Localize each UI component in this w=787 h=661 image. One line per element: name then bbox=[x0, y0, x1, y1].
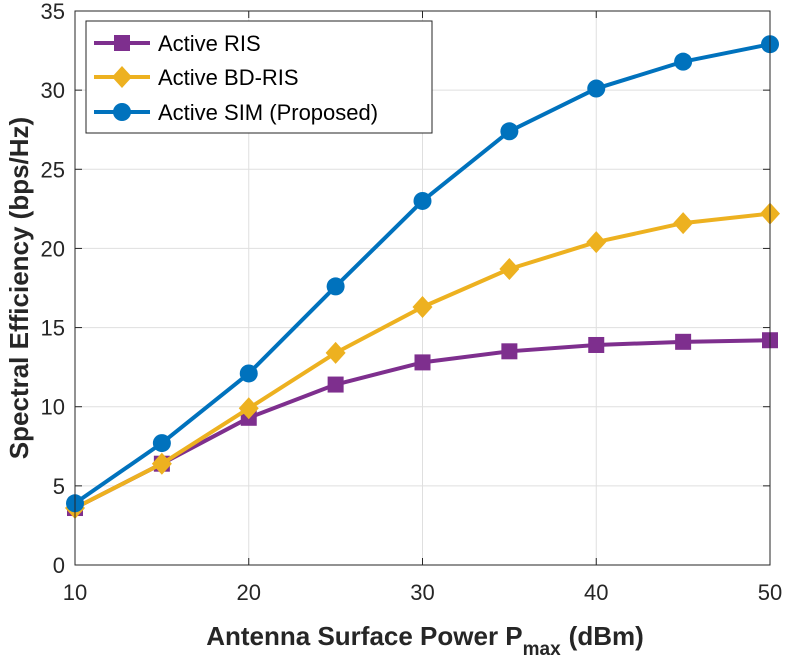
y-tick-label: 25 bbox=[41, 157, 65, 182]
legend-entry-active-sim: Active SIM (Proposed) bbox=[94, 100, 378, 125]
x-tick-label: 30 bbox=[410, 580, 434, 605]
data-point-active-sim-proposed bbox=[587, 79, 606, 98]
data-point-active-sim-proposed bbox=[413, 191, 432, 210]
data-point-active-bd-ris bbox=[151, 452, 172, 475]
data-point-active-bd-ris bbox=[412, 295, 433, 318]
data-point-active-sim-proposed bbox=[674, 52, 693, 71]
data-point-active-bd-ris bbox=[325, 341, 346, 364]
data-point-active-sim-proposed bbox=[152, 434, 171, 453]
y-tick-label: 5 bbox=[53, 474, 65, 499]
series-active-sim-proposed bbox=[66, 35, 779, 513]
y-tick-label: 20 bbox=[41, 236, 65, 261]
x-tick-label: 10 bbox=[63, 580, 87, 605]
data-point-active-ris bbox=[675, 333, 692, 350]
data-point-active-ris bbox=[327, 376, 344, 393]
y-axis-title: Spectral Efficiency (bps/Hz) bbox=[4, 117, 34, 459]
y-tick-label: 10 bbox=[41, 395, 65, 420]
x-axis-title-subscript: max bbox=[523, 639, 561, 660]
data-point-active-ris bbox=[414, 354, 431, 371]
x-tick-label: 50 bbox=[758, 580, 782, 605]
data-point-active-sim-proposed bbox=[326, 277, 345, 296]
axis-ticks: 10 20 30 40 50 0 5 10 15 20 25 30 35 bbox=[41, 0, 783, 605]
data-point-active-sim-proposed bbox=[500, 122, 519, 141]
legend-entry-active-ris: Active RIS bbox=[94, 31, 261, 56]
data-point-active-bd-ris bbox=[238, 397, 259, 420]
data-point-active-bd-ris bbox=[586, 231, 607, 254]
y-tick-label: 0 bbox=[53, 553, 65, 578]
legend-marker-active-bd-ris bbox=[112, 66, 132, 88]
legend-label-active-ris: Active RIS bbox=[158, 31, 261, 56]
legend-label-active-sim: Active SIM (Proposed) bbox=[158, 100, 378, 125]
y-tick-label: 35 bbox=[41, 0, 65, 24]
x-tick-label: 20 bbox=[237, 580, 261, 605]
legend: Active RIS Active BD-RIS Active SIM (Pro… bbox=[85, 20, 433, 134]
grid-lines bbox=[75, 11, 770, 565]
legend-marker-active-ris bbox=[114, 35, 130, 51]
y-tick-label: 30 bbox=[41, 78, 65, 103]
data-point-active-ris bbox=[501, 343, 518, 360]
x-tick-label: 40 bbox=[584, 580, 608, 605]
data-point-active-ris bbox=[588, 336, 605, 353]
x-axis-title-unit: (dBm) bbox=[569, 621, 644, 651]
x-axis-title: Antenna Surface Power Pmax (dBm) bbox=[206, 621, 644, 660]
y-tick-label: 15 bbox=[41, 316, 65, 341]
data-point-active-bd-ris bbox=[499, 258, 520, 281]
x-axis-title-main: Antenna Surface Power P bbox=[206, 621, 522, 651]
series-active-bd-ris bbox=[65, 202, 780, 520]
legend-label-active-bd-ris: Active BD-RIS bbox=[158, 65, 299, 90]
legend-entry-active-bd-ris: Active BD-RIS bbox=[94, 65, 299, 90]
data-point-active-sim-proposed bbox=[239, 364, 258, 383]
data-series bbox=[65, 35, 780, 520]
data-point-active-bd-ris bbox=[673, 212, 694, 235]
legend-marker-active-sim bbox=[113, 103, 131, 121]
